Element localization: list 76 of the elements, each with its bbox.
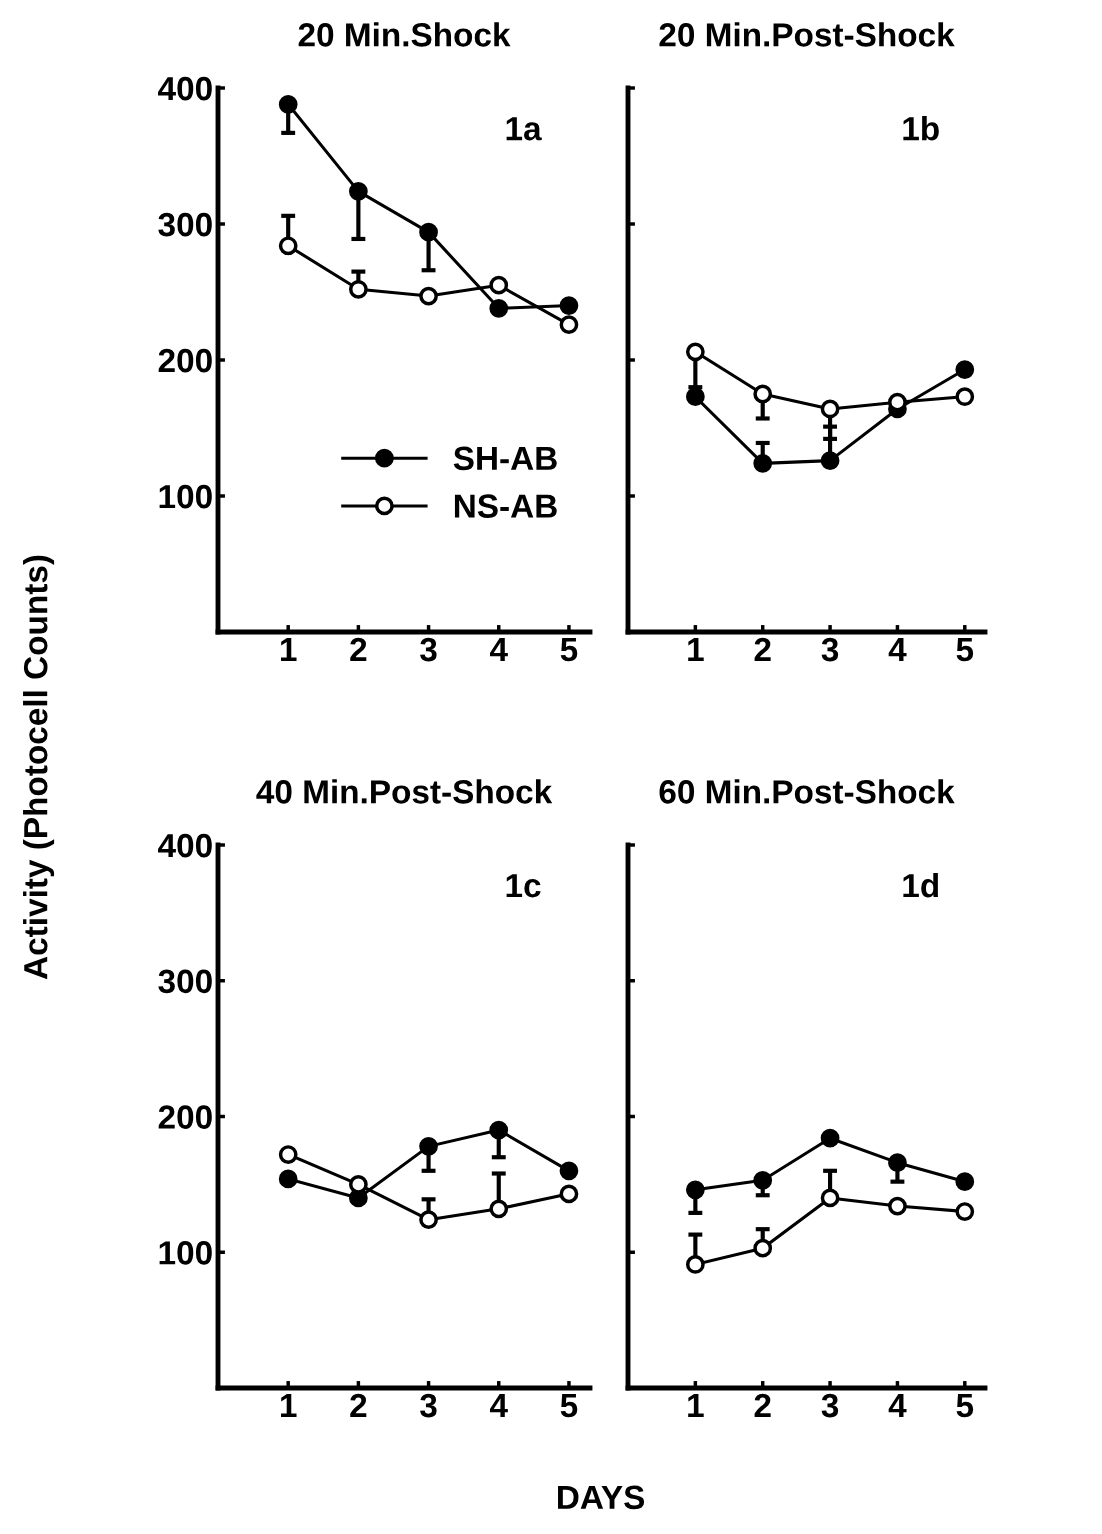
point (489, 1120, 509, 1140)
x-axis-title: DAYS (558, 1485, 645, 1510)
x-tick-label: 5 (956, 1394, 974, 1418)
x-tick-label: 5 (560, 638, 578, 662)
point (278, 1169, 298, 1189)
annotation: 1c (506, 874, 541, 898)
point (753, 1238, 773, 1258)
x-tick-label: 4 (489, 1394, 508, 1418)
legend-label: NS-AB (454, 494, 557, 518)
x-tick-label: 4 (888, 638, 907, 662)
point (559, 296, 579, 315)
point (419, 286, 438, 306)
x-tick-label: 4 (489, 638, 508, 662)
x-tick-label: 1 (688, 1394, 704, 1418)
point (955, 360, 975, 379)
x-tick-label: 1 (281, 638, 297, 662)
y-tick-label: 200 (158, 348, 212, 373)
point (820, 1128, 840, 1148)
y-tick-label: 200 (158, 1105, 212, 1129)
point (419, 1210, 438, 1230)
x-tick-label: 2 (350, 1393, 367, 1418)
chart-title: 20 Min.Post-Shock (659, 22, 955, 47)
point (888, 1153, 907, 1173)
point (278, 1145, 298, 1164)
y-axis-title: Activity (Photocell Counts) (23, 555, 55, 980)
point (685, 1180, 705, 1200)
point (278, 236, 298, 256)
point (559, 315, 579, 335)
point (349, 279, 368, 299)
x-tick-label: 3 (420, 637, 437, 662)
point (820, 1188, 840, 1208)
point (685, 1255, 705, 1274)
x-tick-label: 3 (821, 637, 839, 662)
point (489, 1199, 509, 1219)
x-tick-label: 1 (688, 638, 704, 662)
annotation: 1d (903, 872, 938, 898)
x-tick-label: 3 (420, 1393, 437, 1418)
point (489, 298, 509, 318)
annotation: 1a (506, 117, 542, 141)
point (419, 1136, 438, 1156)
y-tick-label: 100 (159, 1241, 212, 1265)
point (419, 222, 438, 242)
y-tick-label: 400 (158, 833, 212, 858)
y-tick-label: 300 (158, 212, 212, 237)
point (955, 387, 975, 407)
point (685, 342, 705, 362)
chart-title: 20 Min.Shock (298, 22, 511, 47)
x-tick-label: 4 (888, 1394, 907, 1418)
point (753, 1170, 773, 1190)
point (559, 1184, 579, 1204)
x-tick-label: 2 (754, 1393, 771, 1418)
x-tick-label: 2 (350, 637, 367, 662)
chart-title: 60 Min.Post-Shock (659, 779, 955, 804)
legend-label: SH-AB (453, 446, 557, 471)
point (349, 181, 368, 201)
x-tick-label: 5 (956, 638, 974, 662)
point (753, 384, 773, 404)
x-tick-label: 2 (754, 637, 771, 662)
y-tick-label: 100 (159, 484, 212, 509)
point (820, 399, 840, 419)
point (820, 451, 840, 471)
annotation: 1b (903, 115, 939, 141)
point (489, 275, 509, 295)
point (753, 453, 773, 473)
x-tick-label: 1 (281, 1394, 297, 1418)
point (278, 94, 298, 114)
point (955, 1172, 975, 1192)
point (955, 1202, 975, 1221)
point (685, 387, 705, 407)
point (559, 1161, 579, 1181)
chart-title: 40 Min.Post-Shock (256, 779, 553, 804)
x-tick-label: 5 (560, 1394, 578, 1418)
x-tick-label: 3 (821, 1393, 839, 1418)
y-tick-label: 400 (158, 76, 212, 101)
point (888, 1196, 907, 1216)
y-tick-label: 300 (158, 969, 212, 994)
